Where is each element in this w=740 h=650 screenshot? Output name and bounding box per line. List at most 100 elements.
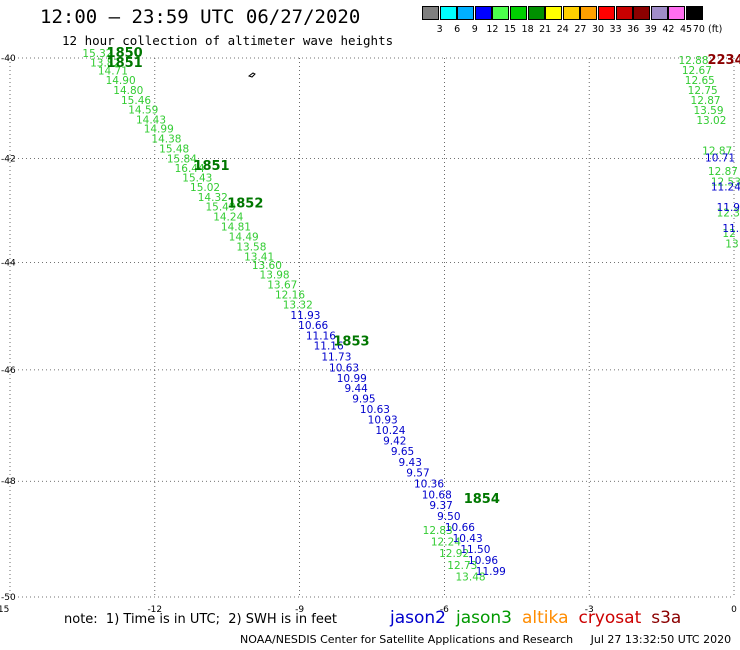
color-swatch bbox=[633, 6, 651, 20]
swh-value-label: 14.99 bbox=[144, 124, 174, 136]
y-tick-label: -40 bbox=[1, 54, 16, 64]
swh-value-label: 14.80 bbox=[113, 85, 143, 97]
swh-value-label: 12.87 bbox=[702, 146, 732, 158]
swh-value-label: 12.53 bbox=[711, 176, 740, 188]
color-swatch bbox=[580, 6, 598, 20]
color-swatch bbox=[562, 6, 580, 20]
swh-value-label: 9.50 bbox=[437, 511, 460, 523]
swh-value-label: 11.50 bbox=[460, 544, 490, 556]
y-tick-label: -46 bbox=[1, 366, 16, 376]
color-swatch bbox=[422, 6, 439, 20]
swh-value-label: 12.83 bbox=[423, 525, 453, 537]
color-swatch bbox=[545, 6, 563, 20]
color-scale-label: 30 bbox=[591, 24, 605, 35]
swh-value-label: 11.16 bbox=[314, 341, 344, 353]
time-label: 1851 bbox=[107, 56, 143, 71]
swh-value-label: 10.66 bbox=[298, 320, 328, 332]
swh-value-label: 11.93 bbox=[290, 310, 320, 322]
swh-value-label: 9.37 bbox=[429, 500, 452, 512]
swh-value-label: 10.93 bbox=[368, 414, 398, 426]
swh-value-label: 12.87 bbox=[691, 95, 721, 107]
color-scale-label: 36 bbox=[627, 24, 640, 35]
swh-value-label: 11.24 bbox=[711, 181, 740, 193]
swh-value-label: 10.36 bbox=[414, 478, 444, 490]
swh-value-label: 11.16 bbox=[306, 330, 336, 342]
color-swatch bbox=[492, 6, 510, 20]
satellite-legend: jason2 jason3 altika cryosat s3a bbox=[390, 608, 691, 628]
color-swatch bbox=[457, 6, 475, 20]
swh-value-label: 12.88 bbox=[678, 55, 708, 67]
swh-value-label: 10.43 bbox=[453, 533, 483, 545]
swh-value-label: 10.66 bbox=[445, 522, 475, 534]
color-scale-label: 12 bbox=[486, 24, 499, 35]
swh-value-label: 9.44 bbox=[344, 383, 368, 395]
swh-value-label: 16.44 bbox=[175, 163, 205, 175]
y-tick-label: -50 bbox=[1, 593, 16, 603]
swh-value-label: 12.16 bbox=[275, 290, 305, 302]
swh-value-label: 13.67 bbox=[267, 279, 297, 291]
color-swatch bbox=[650, 6, 668, 20]
color-scale-label: 42 bbox=[662, 24, 675, 35]
swh-value-label: 11.3 bbox=[722, 223, 740, 235]
color-scale-label: 39 bbox=[644, 24, 657, 35]
swh-points: 15.3213.8214.7114.9014.8015.4614.5914.43… bbox=[82, 48, 740, 584]
swh-value-label: 12.92 bbox=[439, 548, 469, 560]
small-island-shape bbox=[247, 72, 256, 78]
swh-value-label: 13.60 bbox=[252, 260, 282, 272]
x-tick-label: 0 bbox=[731, 605, 737, 615]
swh-value-label: 12.3 bbox=[717, 207, 740, 219]
swh-value-label: 9.95 bbox=[352, 393, 375, 405]
color-scale-label: 9 bbox=[471, 24, 478, 35]
swh-value-label: 15.49 bbox=[205, 202, 235, 214]
swh-value-label: 12.87 bbox=[708, 166, 738, 178]
color-scale-label: 27 bbox=[574, 24, 587, 35]
swh-value-label: 9.65 bbox=[391, 446, 414, 458]
swh-value-label: 13.41 bbox=[244, 251, 274, 263]
color-scale-label: 24 bbox=[556, 24, 569, 35]
color-scale-label: 6 bbox=[454, 24, 461, 35]
x-tick-label: -12 bbox=[147, 605, 162, 615]
swh-value-label: 13.48 bbox=[456, 572, 486, 584]
swh-value-label: 9.42 bbox=[383, 436, 406, 448]
swh-value-label: 14.43 bbox=[136, 115, 166, 127]
swh-value-label: 14.32 bbox=[198, 192, 228, 204]
note-text: note: 1) Time is in UTC; 2) SWH is in fe… bbox=[64, 612, 337, 627]
time-label: 1852 bbox=[227, 197, 263, 212]
map-subtitle: 12 hour collection of altimeter wave hei… bbox=[62, 33, 394, 48]
swh-value-label: 14.71 bbox=[98, 65, 128, 77]
color-swatch bbox=[598, 6, 615, 20]
swh-value-label: 13.98 bbox=[260, 269, 290, 281]
swh-value-label: 10.63 bbox=[329, 363, 359, 375]
axis-ticks: -15 -12 -9 -6 -3 0 -40 -42 -44 -46 -48 -50 bbox=[0, 54, 737, 615]
time-label: 1853 bbox=[333, 334, 369, 349]
swh-value-label: 14.49 bbox=[229, 231, 259, 243]
swh-value-label: 13.82 bbox=[90, 57, 120, 69]
x-tick-label: -6 bbox=[440, 605, 449, 615]
legend-item-altika: altika bbox=[522, 608, 569, 628]
credit-text: NOAA/NESDIS Center for Satellite Applica… bbox=[240, 633, 732, 646]
swh-value-label: 12.73 bbox=[447, 560, 477, 572]
swh-value-label: 13.59 bbox=[693, 105, 723, 117]
swh-value-label: 13.58 bbox=[236, 241, 266, 253]
color-swatch bbox=[439, 6, 457, 20]
swh-value-label: 15.48 bbox=[159, 144, 189, 156]
color-swatch bbox=[474, 6, 492, 20]
swh-value-label: 13.32 bbox=[283, 300, 313, 312]
y-tick-label: -42 bbox=[1, 155, 16, 165]
y-tick-label: -44 bbox=[1, 258, 16, 268]
swh-value-label: 10.68 bbox=[422, 489, 452, 501]
swh-value-label: 15.46 bbox=[121, 95, 151, 107]
color-scale-label: 33 bbox=[609, 24, 622, 35]
color-scale-label: 70 (ft) bbox=[692, 24, 723, 35]
y-tick-label: -48 bbox=[1, 477, 16, 487]
swh-value-label: 11.99 bbox=[476, 566, 506, 578]
color-scale-label: 18 bbox=[521, 24, 534, 35]
swh-value-label: 10.96 bbox=[468, 555, 498, 567]
time-label: 1850 bbox=[107, 46, 143, 61]
color-swatch bbox=[510, 6, 527, 20]
color-swatch bbox=[527, 6, 545, 20]
color-swatch bbox=[668, 6, 686, 20]
swh-value-label: 12 bbox=[722, 228, 735, 240]
color-scale-label: 45 bbox=[679, 24, 693, 35]
